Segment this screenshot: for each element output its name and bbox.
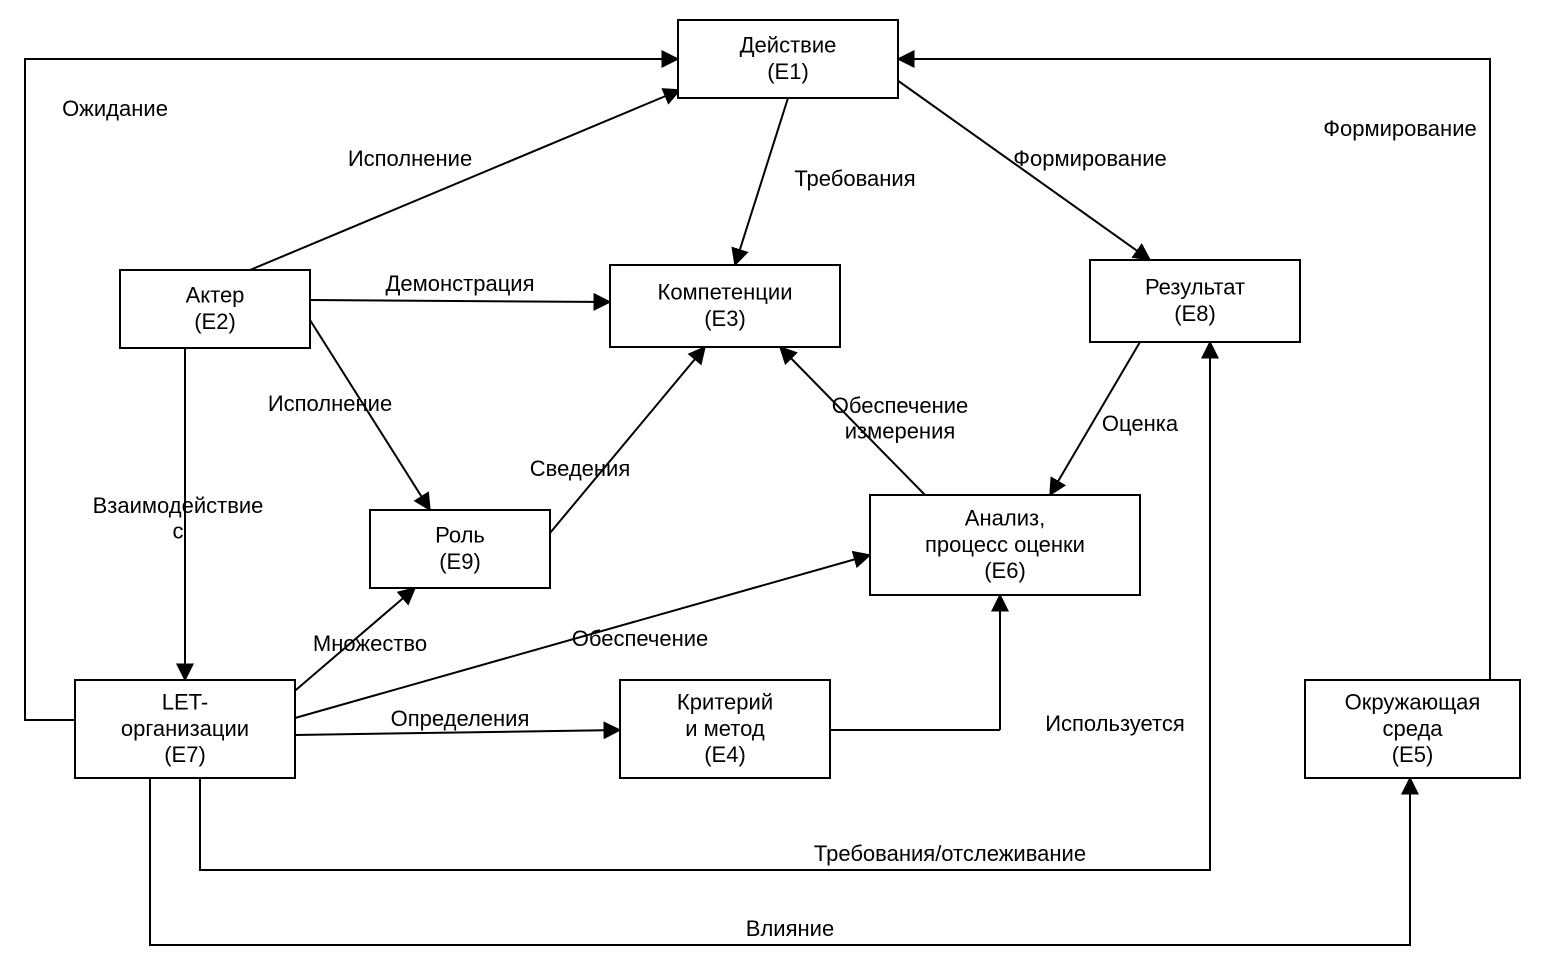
edge-e-E2-E1-ispolnenie (250, 90, 680, 270)
node-label-E7-line1: организации (121, 716, 249, 741)
node-E1: Действие(E1) (678, 20, 898, 98)
edge-label-e-E1-E8-formirovanie: Формирование (1013, 146, 1166, 171)
edge-line-e-E2-E1-ispolnenie (250, 90, 680, 270)
node-E8: Результат(E8) (1090, 260, 1300, 342)
edge-line-e-E1-E3-trebovaniya (735, 98, 788, 265)
edge-label-e-E7-E6-obespechenie: Обеспечение (572, 626, 709, 651)
node-E3: Компетенции(E3) (610, 265, 840, 347)
edge-e-E2-E3-demonstratsia (310, 300, 610, 302)
edge-label-e-E7-E5-vliyanie: Влияние (746, 916, 834, 941)
node-label-E4-line0: Критерий (677, 689, 773, 714)
node-label-E1-line1: (E1) (767, 59, 809, 84)
node-label-E8-line1: (E8) (1174, 301, 1216, 326)
node-E5: Окружающаясреда(E5) (1305, 680, 1520, 778)
node-label-E3-line0: Компетенции (658, 280, 793, 305)
edge-label-e-E2-E3-demonstratsia: Демонстрация (386, 271, 535, 296)
edge-e-E9-E3-svedeniya (540, 347, 705, 545)
node-label-E1-line0: Действие (740, 33, 837, 58)
edge-e-E1-E3-trebovaniya (735, 98, 788, 265)
edge-label-e-E7-E9-mnozhestvo: Множество (313, 631, 427, 656)
node-E6: Анализ,процесс оценки(E6) (870, 495, 1140, 595)
edge-label-e-E4-E6-ispolzyetsya: Используется (1045, 711, 1185, 736)
node-E4: Критерийи метод(E4) (620, 680, 830, 778)
node-label-E2-line0: Актер (186, 283, 245, 308)
node-label-E5-line1: среда (1382, 716, 1443, 741)
edge-label-e-E7-E1-ozhidanie: Ожидание (62, 96, 168, 121)
edge-e-E7-E8-trebovaniya (200, 342, 1210, 870)
edge-e-E4-E6-ispolzyetsya (830, 595, 1000, 730)
edge-line-e-E7-E8-trebovaniya (200, 342, 1210, 870)
edge-label-e-E1-E3-trebovaniya: Требования (794, 166, 915, 191)
node-label-E9-line1: (E9) (439, 549, 481, 574)
node-label-E2-line1: (E2) (194, 309, 236, 334)
node-E9: Роль(E9) (370, 510, 550, 588)
node-label-E3-line1: (E3) (704, 306, 746, 331)
node-label-E6-line1: процесс оценки (925, 532, 1085, 557)
edge-label-e-E8-E6-otsenka: Оценка (1102, 411, 1179, 436)
node-label-E9-line0: Роль (435, 523, 485, 548)
edge-label-e-E2-E7-vzaimodeistvie-line1: с (173, 518, 184, 543)
node-label-E4-line1: и метод (685, 716, 765, 741)
edge-label-e-E7-E8-trebovaniya: Требования/отслеживание (814, 841, 1086, 866)
node-E2: Актер(E2) (120, 270, 310, 348)
node-label-E7-line2: (E7) (164, 742, 206, 767)
edge-line-e-E9-E3-svedeniya (540, 347, 705, 545)
edge-label-e-E7-E4-opredelenia: Определения (391, 706, 530, 731)
edge-label-e-E6-E3-izmerenie-line1: измерения (845, 418, 956, 443)
edge-line-e-E2-E3-demonstratsia (310, 300, 610, 302)
node-label-E8-line0: Результат (1145, 275, 1245, 300)
node-label-E7-line0: LET- (162, 689, 208, 714)
edge-label-e-E5-E1-formirovanie: Формирование (1323, 116, 1476, 141)
edge-label-e-E2-E7-vzaimodeistvie-line0: Взаимодействие (93, 493, 264, 518)
edge-label-e-E6-E3-izmerenie-line0: Обеспечение (832, 393, 969, 418)
edge-label-e-E2-E1-ispolnenie: Исполнение (348, 146, 472, 171)
node-label-E6-line2: (E6) (984, 558, 1026, 583)
edge-label-e-E9-E3-svedeniya: Сведения (530, 456, 631, 481)
node-label-E4-line2: (E4) (704, 742, 746, 767)
concept-diagram: Действие(E1) Актер(E2) Компетенции(E3) Резу… (0, 0, 1542, 978)
node-label-E5-line2: (E5) (1392, 742, 1434, 767)
node-E7: LET-организации(E7) (75, 680, 295, 778)
edge-label-e-E2-E9-ispolnenie: Исполнение (268, 391, 392, 416)
node-label-E6-line0: Анализ, (965, 505, 1045, 530)
node-label-E5-line0: Окружающая (1345, 689, 1481, 714)
